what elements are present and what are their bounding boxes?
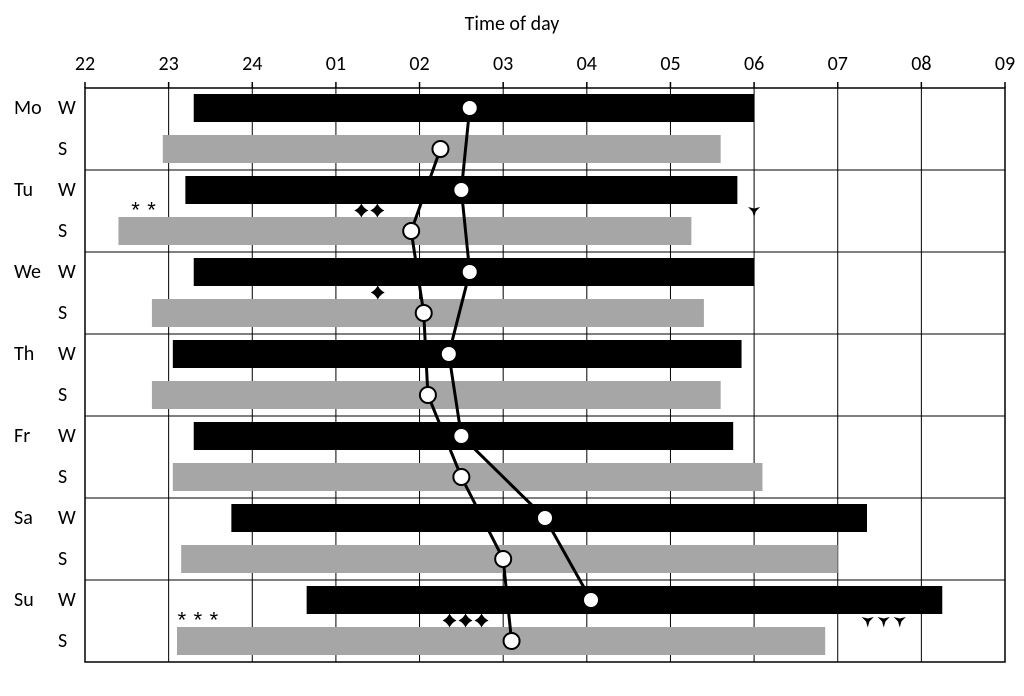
mid-marker xyxy=(583,592,599,608)
x-tick-label: 22 xyxy=(75,52,95,76)
x-tick-label: 07 xyxy=(828,52,848,76)
tri-spoke-icon xyxy=(894,617,906,628)
x-tick-label: 06 xyxy=(744,52,764,76)
condition-label: W xyxy=(58,96,76,120)
mid-marker xyxy=(453,469,469,485)
condition-label: W xyxy=(58,424,76,448)
x-tick-label: 08 xyxy=(911,52,931,76)
chart-canvas: * * * * * xyxy=(0,0,1024,696)
asterisk-icon: * xyxy=(210,608,219,633)
sparkle-icon xyxy=(370,204,384,218)
x-tick-label: 24 xyxy=(242,52,262,76)
sparkle-icon xyxy=(443,614,457,628)
sparkle-icon xyxy=(459,614,473,628)
x-tick-label: 05 xyxy=(660,52,680,76)
day-label: We xyxy=(14,260,41,284)
condition-label: S xyxy=(58,301,67,325)
day-label: Tu xyxy=(14,178,33,202)
tri-spoke-icon xyxy=(748,207,760,218)
condition-label: W xyxy=(58,506,76,530)
condition-label: S xyxy=(58,465,67,489)
sparkle-icon xyxy=(371,286,385,300)
condition-label: W xyxy=(58,260,76,284)
asterisk-icon: * xyxy=(131,198,140,223)
day-label: Sa xyxy=(14,506,33,530)
mid-marker xyxy=(416,305,432,321)
day-label: Mo xyxy=(14,96,42,120)
mid-marker xyxy=(495,551,511,567)
condition-label: S xyxy=(58,219,67,243)
tri-spoke-icon xyxy=(862,617,874,628)
mid-marker xyxy=(504,633,520,649)
asterisk-icon: * xyxy=(194,608,203,633)
sleep-chart: { "title": "Time of day", "layout": { "w… xyxy=(0,0,1024,696)
tri-spoke-icon xyxy=(878,617,890,628)
condition-label: W xyxy=(58,178,76,202)
condition-label: W xyxy=(58,588,76,612)
x-tick-label: 04 xyxy=(577,52,597,76)
x-tick-label: 01 xyxy=(326,52,346,76)
x-tick-label: 03 xyxy=(493,52,513,76)
mid-marker xyxy=(441,346,457,362)
asterisk-icon: * xyxy=(147,198,156,223)
mid-marker xyxy=(432,141,448,157)
sparkle-icon xyxy=(354,204,368,218)
condition-label: S xyxy=(58,383,67,407)
condition-label: S xyxy=(58,137,67,161)
mid-marker xyxy=(453,182,469,198)
mid-marker xyxy=(462,100,478,116)
day-label: Th xyxy=(14,342,34,366)
x-tick-label: 23 xyxy=(158,52,178,76)
x-tick-label: 09 xyxy=(995,52,1015,76)
mid-marker xyxy=(453,428,469,444)
condition-label: S xyxy=(58,547,67,571)
mid-marker xyxy=(537,510,553,526)
day-label: Fr xyxy=(14,424,30,448)
asterisk-icon: * xyxy=(178,608,187,633)
mid-marker xyxy=(420,387,436,403)
condition-label: S xyxy=(58,629,67,653)
condition-label: W xyxy=(58,342,76,366)
sleep-bar xyxy=(177,627,825,655)
sleep-bar xyxy=(307,586,943,614)
sparkle-icon xyxy=(475,614,489,628)
mid-marker xyxy=(462,264,478,280)
mid-marker xyxy=(403,223,419,239)
x-tick-label: 02 xyxy=(409,52,429,76)
day-label: Su xyxy=(14,588,34,612)
